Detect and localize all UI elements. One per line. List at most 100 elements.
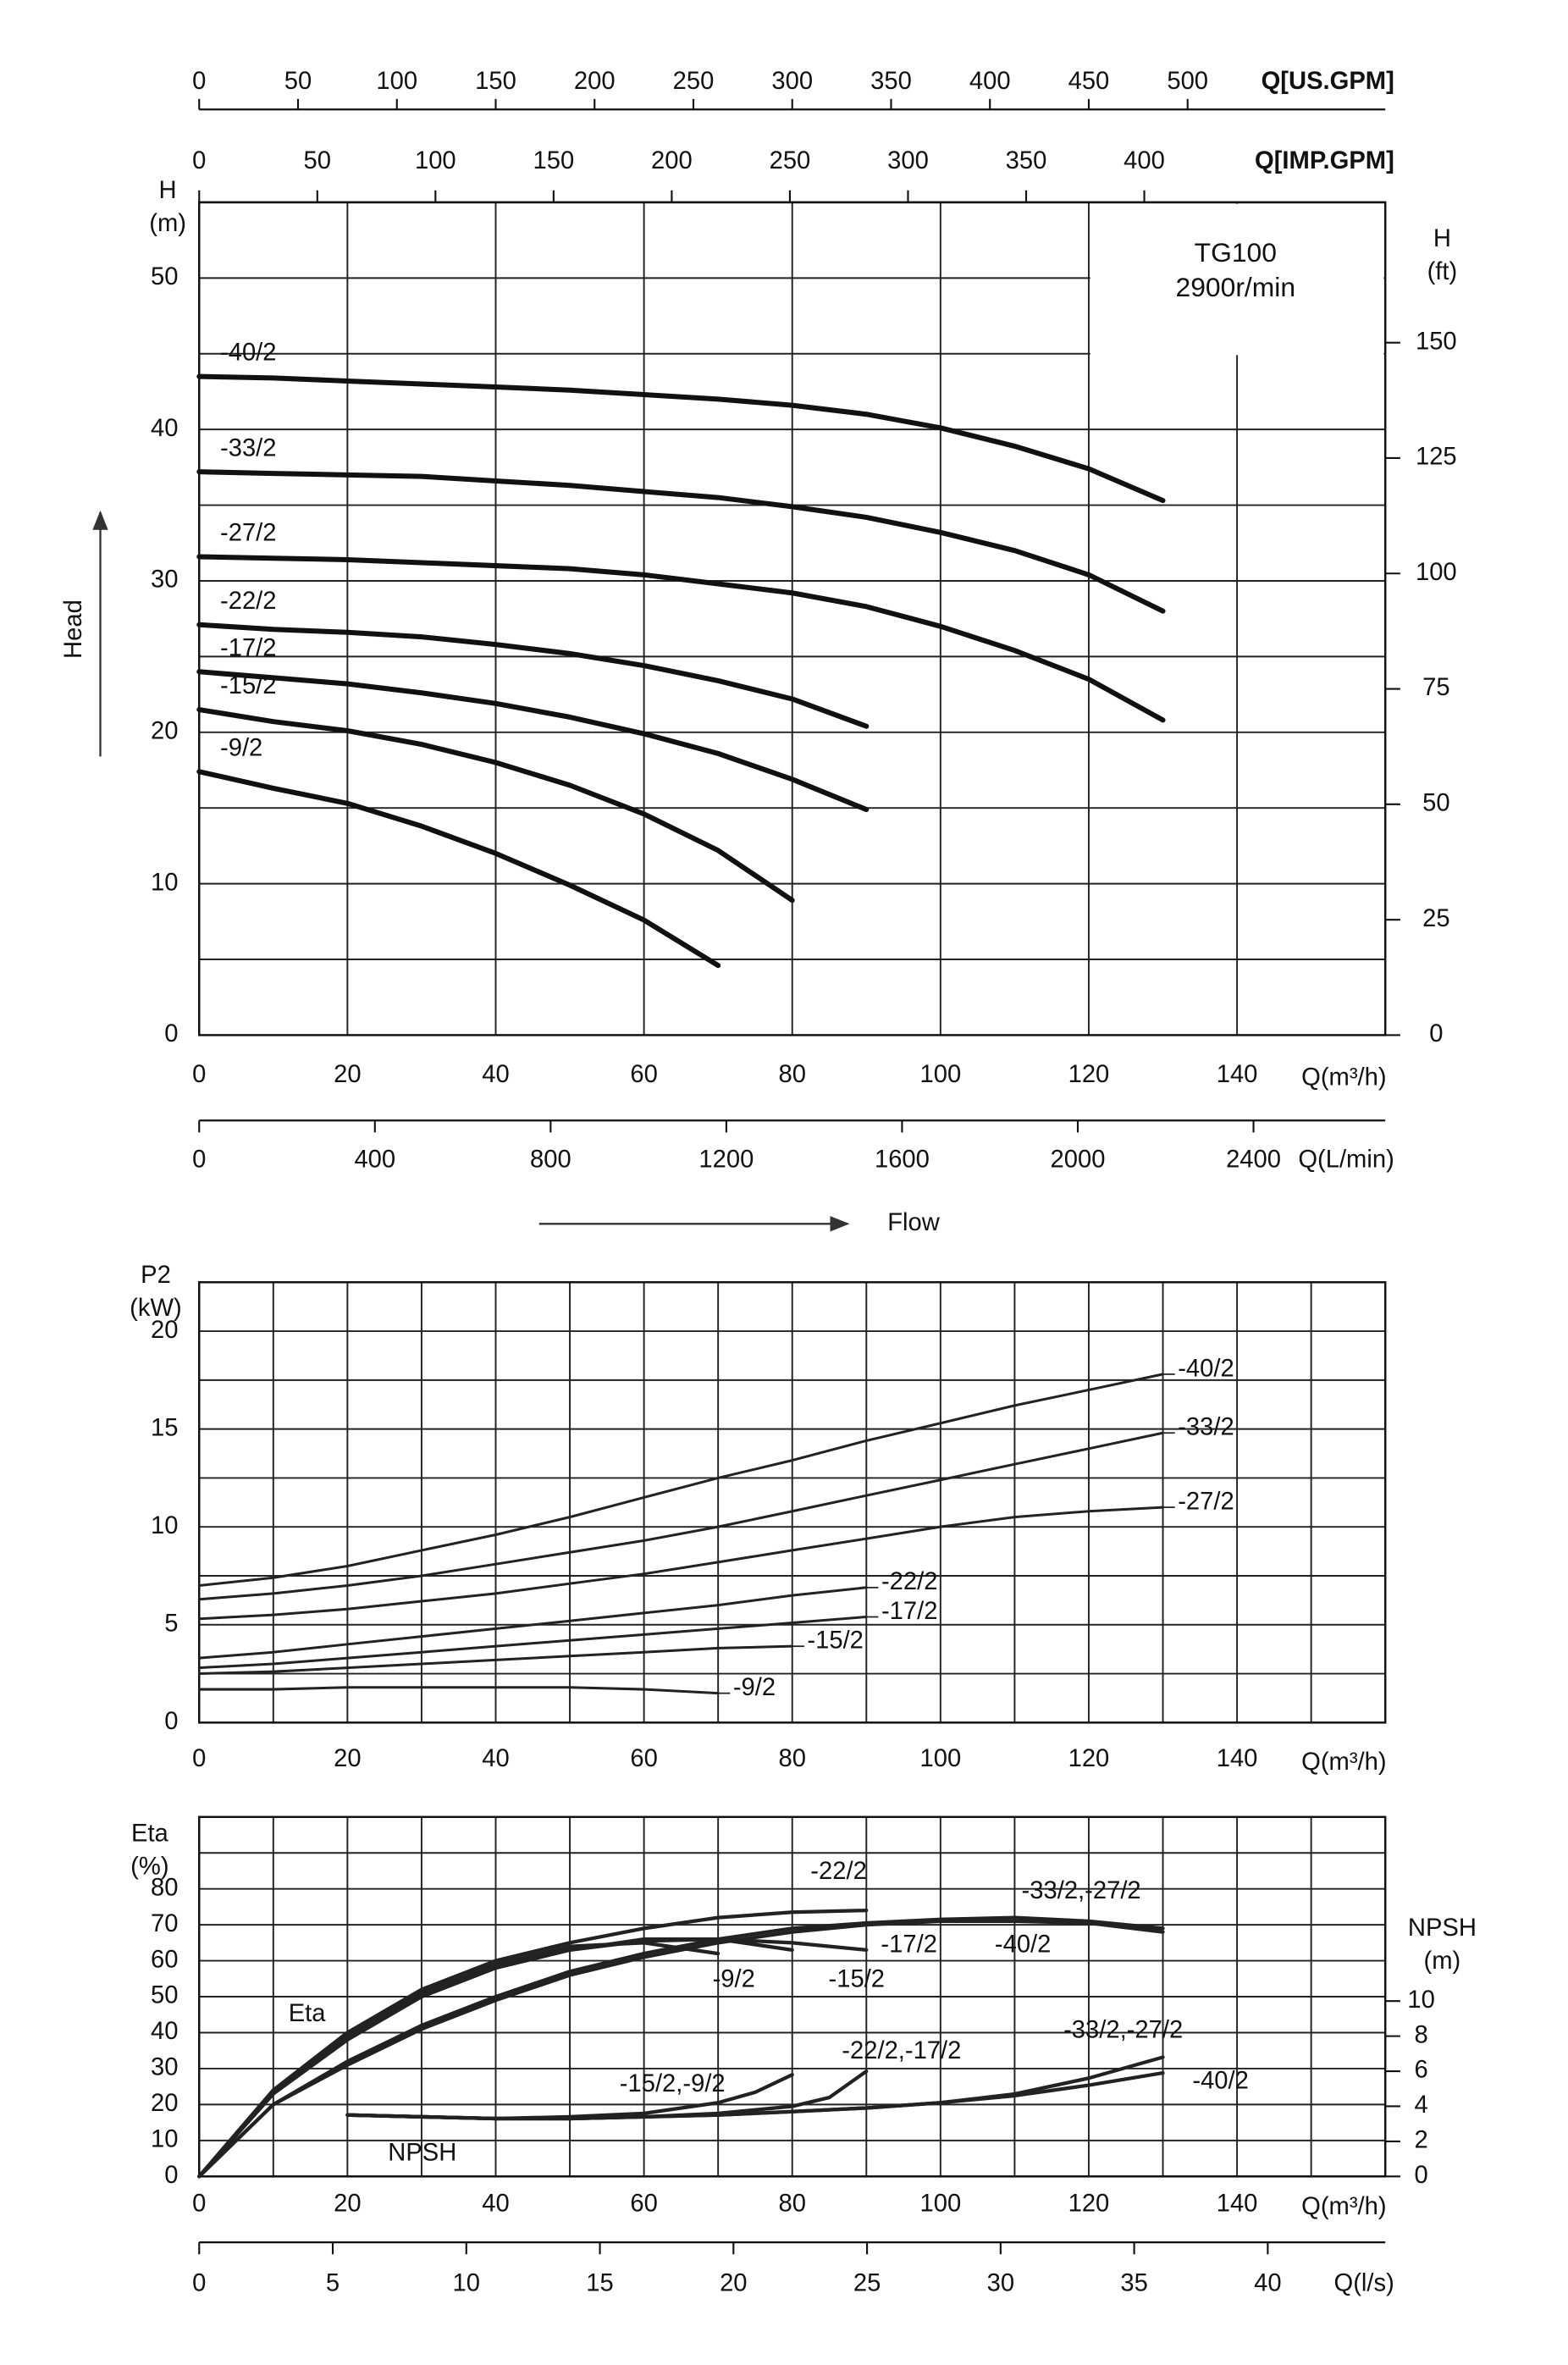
- axis-tick-label: 100: [376, 68, 417, 95]
- x-tick-label: 140: [1217, 2191, 1258, 2218]
- line-series: [196, 373, 1166, 504]
- axis-tick-label: 0: [192, 147, 206, 174]
- series-label: -15/2,-9/2: [620, 2070, 726, 2097]
- axis-tick-label: 10: [453, 2269, 480, 2296]
- x-tick-label: 100: [920, 1061, 962, 1088]
- y2-tick-label: 6: [1415, 2057, 1428, 2084]
- y-tick-label: 30: [151, 566, 178, 594]
- x-tick-label: 40: [482, 1061, 509, 1088]
- series-label: -9/2: [733, 1674, 776, 1701]
- axis-tick-label: 1600: [875, 1147, 930, 1174]
- x-tick-label: 60: [630, 1745, 657, 1772]
- x-tick-label: 60: [630, 2191, 657, 2218]
- axis-tick-label: 500: [1167, 68, 1208, 95]
- y2-axis-label: H: [1433, 225, 1451, 252]
- line-series: [197, 1373, 1165, 1587]
- axis-tick-label: 25: [853, 2269, 881, 2296]
- line-series: [197, 1919, 1165, 2179]
- axis-tick-label: 400: [354, 1147, 395, 1174]
- line-series: [196, 622, 870, 729]
- series-label: -17/2: [220, 634, 277, 661]
- axis-tick-label: 0: [192, 2269, 206, 2296]
- axis-tick-label: 0: [192, 68, 206, 95]
- series-label: -9/2: [220, 734, 262, 761]
- y-tick-label: 0: [164, 1708, 178, 1735]
- y-tick-label: 50: [151, 263, 178, 290]
- y2-tick-label: 10: [1407, 1986, 1434, 2014]
- axis-tick-label: 250: [673, 68, 715, 95]
- y-tick-label: 10: [151, 2126, 178, 2153]
- series-label: -33/2: [220, 434, 277, 461]
- plot-frame: [198, 1281, 1387, 1724]
- y-tick-label: 40: [151, 2018, 178, 2045]
- y2-tick-label: 0: [1429, 1020, 1443, 1047]
- line-series: [196, 769, 721, 969]
- x-tick-label: 100: [920, 2191, 962, 2218]
- y2-tick-label: 50: [1422, 790, 1449, 817]
- y-tick-label: 15: [151, 1414, 178, 1441]
- title-box: [1090, 203, 1384, 356]
- x-tick-label: 120: [1068, 1061, 1110, 1088]
- annotation: Eta: [289, 2000, 327, 2027]
- x-tick-label: 0: [192, 2191, 206, 2218]
- series-label: -40/2: [1178, 1355, 1234, 1382]
- y2-tick-label: 2: [1415, 2127, 1428, 2154]
- axis-tick-label: 800: [530, 1147, 571, 1174]
- y-axis-label: P2: [141, 1262, 171, 1289]
- series-label: -9/2: [713, 1965, 755, 1992]
- axis-tick-label: 15: [586, 2269, 613, 2296]
- line-series: [197, 1615, 868, 1670]
- axis-tick-label: 150: [475, 68, 516, 95]
- y-tick-label: 80: [151, 1874, 178, 1901]
- axis-tick-label: 50: [304, 147, 331, 174]
- x-tick-label: 120: [1068, 2191, 1110, 2218]
- axis-tick-label: 350: [1006, 147, 1047, 174]
- series-label: -15/2: [829, 1965, 886, 1992]
- axis-tick-label: 5: [326, 2269, 340, 2296]
- axis-label: Q[US.GPM]: [1262, 68, 1394, 95]
- x-tick-label: 140: [1217, 1061, 1258, 1088]
- series-label: -17/2: [881, 1931, 937, 1959]
- y-tick-label: 70: [151, 1910, 178, 1937]
- y-tick-label: 20: [151, 1317, 178, 1344]
- x-tick-label: 100: [920, 1745, 962, 1772]
- line-series: [196, 669, 870, 813]
- axis-label: Q[IMP.GPM]: [1255, 147, 1394, 174]
- series-label: -27/2: [1178, 1488, 1234, 1515]
- line-series: [196, 469, 1166, 614]
- line-series: [345, 2070, 1165, 2121]
- x-tick-label: 0: [192, 1745, 206, 1772]
- x-tick-label: 60: [630, 1061, 657, 1088]
- series-label: -40/2: [220, 340, 277, 367]
- axis-tick-label: 0: [192, 1147, 206, 1174]
- line-series: [197, 1586, 868, 1660]
- x-tick-label: 80: [779, 1061, 806, 1088]
- x-tick-label: 140: [1217, 1745, 1258, 1772]
- annotation: Head: [60, 600, 87, 659]
- x-tick-label: 40: [482, 1745, 509, 1772]
- annotation: 2900r/min: [1176, 272, 1296, 302]
- axis-tick-label: 450: [1068, 68, 1110, 95]
- y2-tick-label: 125: [1416, 444, 1457, 471]
- y-axis-label: (kW): [130, 1295, 182, 1322]
- y2-axis-label: (m): [1424, 1948, 1461, 1975]
- line-series: [197, 1909, 869, 2179]
- axis-tick-label: 35: [1120, 2269, 1147, 2296]
- axis-tick-label: 350: [870, 68, 912, 95]
- x-tick-label: 40: [482, 2191, 509, 2218]
- axis-tick-label: 40: [1254, 2269, 1281, 2296]
- series-label: -27/2: [220, 520, 277, 547]
- x-tick-label: 120: [1068, 1745, 1110, 1772]
- y-tick-label: 10: [151, 869, 178, 896]
- axis-tick-label: 100: [415, 147, 456, 174]
- y2-tick-label: 8: [1415, 2021, 1428, 2048]
- line-series: [196, 707, 795, 903]
- y-axis-label: (m): [149, 210, 186, 237]
- axis-tick-label: 250: [770, 147, 811, 174]
- x-tick-label: 20: [334, 1061, 361, 1088]
- x-tick-label: 0: [192, 1061, 206, 1088]
- x-axis-label: Q(m³/h): [1301, 1064, 1386, 1091]
- series-label: -33/2: [1178, 1414, 1234, 1441]
- axis-label: Q(L/min): [1298, 1147, 1394, 1174]
